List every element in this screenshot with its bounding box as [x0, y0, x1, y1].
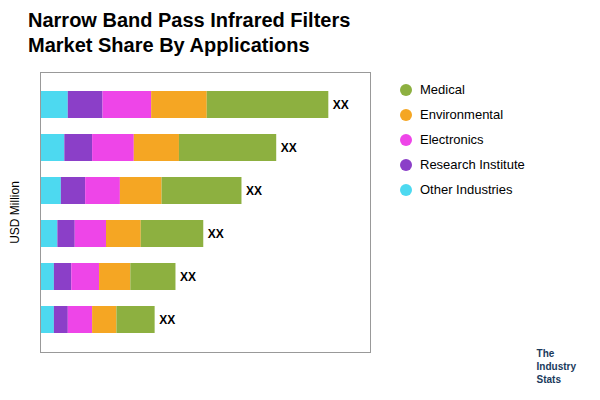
html-text:Other Industries: Other Industries: [420, 182, 513, 197]
svg-text:XX: XX: [180, 270, 196, 284]
svg-text:XX: XX: [281, 141, 297, 155]
html-text:Electronics: Electronics: [420, 132, 484, 147]
html-text:Narrow Band Pass Infrared Filt: Narrow Band Pass Infrared Filters Market…: [28, 9, 351, 56]
html-text:The Industry Stats: The Industry Stats: [536, 348, 576, 385]
svg-text:USD Million: USD Million: [8, 181, 22, 244]
html-text:Medical: Medical: [420, 82, 465, 97]
svg-text:XX: XX: [159, 313, 175, 327]
svg-text:XX: XX: [246, 184, 262, 198]
svg-text:XX: XX: [208, 227, 224, 241]
html-text:Research Institute: Research Institute: [420, 157, 525, 172]
html-text:Environmental: Environmental: [420, 107, 504, 122]
svg-text:XX: XX: [333, 98, 349, 112]
